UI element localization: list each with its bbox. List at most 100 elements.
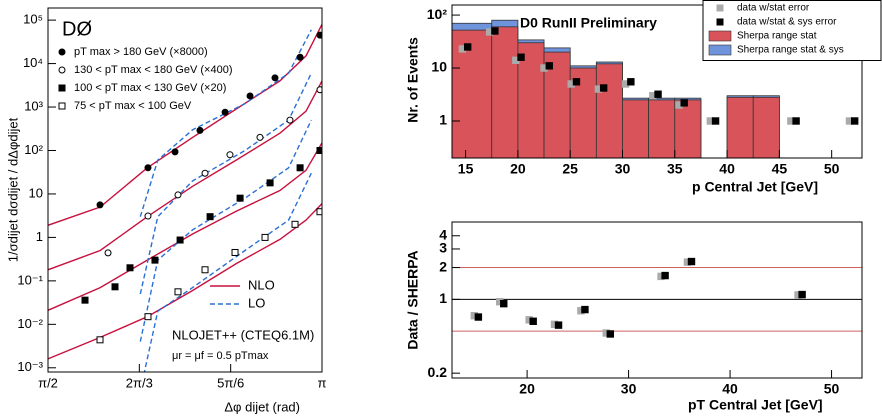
x-tick-label: 40 (719, 161, 735, 177)
x-axis-label: Δφ dijet (rad) (224, 399, 300, 414)
theory-curve (139, 72, 312, 295)
y-axis-label: 1/σdijet dσdijet / dΔφdijet (5, 117, 20, 262)
y-tick-label: 10 (431, 59, 447, 75)
x-tick-label: 50 (824, 161, 840, 177)
data-point (96, 201, 104, 209)
legend-label: Sherpa range stat & sys (737, 45, 844, 56)
histogram-bar (491, 26, 519, 158)
legend-box (702, 0, 882, 61)
x-tick-label: 2π/3 (126, 375, 153, 390)
histogram-bar (543, 51, 571, 158)
legend-label: NLO (248, 277, 275, 292)
data-point (256, 133, 264, 141)
data-point (171, 148, 179, 156)
data-point (474, 313, 483, 321)
x-tick-label: 35 (667, 161, 683, 177)
plot-area (452, 19, 859, 158)
legend-label: 100 < pT max < 130 GeV (×20) (74, 82, 226, 94)
data-point (206, 213, 214, 221)
data-point (316, 31, 322, 39)
data-point (850, 117, 859, 125)
y-tick-label: 10⁻² (17, 316, 43, 331)
y-tick-label: 10⁵ (23, 12, 43, 27)
data-point (261, 233, 269, 241)
x-tick-label: 20 (519, 381, 535, 397)
data-point (792, 117, 800, 125)
legend-label: 130 < pT max < 180 GeV (×400) (74, 64, 232, 76)
data-point (111, 283, 119, 291)
data-point (606, 330, 615, 338)
data-point (144, 164, 152, 172)
legend-label: 75 < pT max < 100 GeV (74, 100, 192, 112)
x-tick-label: 25 (562, 161, 578, 177)
data-point (500, 299, 508, 308)
annotation: μr = μf = 0.5 pTmax (172, 350, 269, 362)
data-point (463, 43, 472, 51)
histogram-bar (674, 99, 702, 158)
data-point (201, 266, 209, 274)
data-point (661, 271, 669, 280)
data-point (221, 108, 229, 116)
legend-label: data w/stat error (737, 3, 810, 14)
data-point (798, 290, 806, 299)
data-point (126, 264, 134, 272)
data-point (236, 194, 244, 202)
data-point (554, 321, 563, 329)
data-point (104, 249, 112, 257)
histogram-bar (752, 96, 780, 158)
plot-frame (47, 7, 323, 373)
legend-marker (716, 18, 724, 26)
x-tick-label: 5π/6 (217, 375, 244, 390)
data-point (246, 92, 254, 100)
data-point (316, 146, 322, 154)
chart-title: DØ (62, 18, 92, 40)
annotation: NLOJET++ (CTEQ6.1M) (172, 327, 314, 342)
data-point (654, 90, 662, 98)
y-tick-label: 10² (427, 6, 448, 22)
theory-curve (48, 142, 322, 311)
data-point (627, 78, 635, 86)
y-tick-label: 10² (24, 142, 43, 157)
histogram-bar (595, 63, 623, 158)
histogram-bar (622, 99, 650, 158)
data-point (196, 126, 204, 134)
data-point (176, 236, 184, 244)
y-tick-label: 10⁻³ (17, 359, 43, 374)
data-point (545, 62, 553, 70)
data-point (599, 84, 608, 92)
x-tick-label: 50 (824, 381, 840, 397)
x-tick-label: π (318, 375, 327, 390)
data-point (491, 27, 499, 35)
data-point (231, 248, 239, 256)
x-tick-label: π/2 (38, 375, 58, 390)
histogram-bar (726, 96, 754, 158)
x-tick-label: 20 (510, 161, 526, 177)
data-point (517, 53, 525, 61)
y-tick-label: 1 (439, 112, 447, 128)
chart-title: D0 RunII Preliminary (520, 15, 657, 31)
y-tick-label: 3 (439, 240, 447, 256)
theory-curve (139, 119, 312, 342)
data-point (680, 99, 688, 107)
theory-curve (143, 172, 312, 372)
legend-marker (58, 102, 66, 110)
data-point (174, 288, 182, 296)
plot-frame (451, 4, 863, 159)
plot-area (452, 257, 862, 338)
data-point (81, 296, 89, 304)
data-point (144, 212, 152, 220)
data-point (687, 257, 696, 266)
x-tick-label: 45 (772, 161, 788, 177)
data-point (316, 86, 322, 94)
data-point (296, 164, 304, 172)
data-point (296, 53, 304, 61)
x-tick-label: 15 (458, 161, 474, 177)
data-point (572, 78, 581, 86)
y-tick-label: 1 (36, 229, 43, 244)
data-point (291, 220, 299, 228)
legend-marker (58, 84, 66, 92)
data-point (96, 336, 104, 344)
plot-frame (451, 221, 863, 379)
